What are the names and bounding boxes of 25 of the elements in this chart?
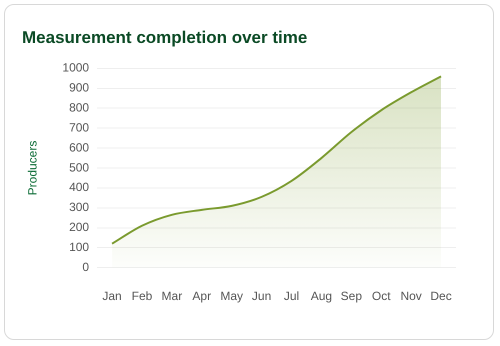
y-tick-label: 1000	[62, 60, 90, 75]
y-axis-title: Producers	[26, 140, 40, 196]
x-tick-label: Jun	[252, 289, 272, 304]
x-tick-label: Oct	[372, 289, 392, 304]
x-tick-label: Dec	[430, 289, 452, 304]
y-tick-label: 600	[69, 140, 90, 154]
y-tick-label: 0	[82, 260, 90, 274]
chart-title: Measurement completion over time	[22, 28, 308, 47]
x-tick-label: Sep	[340, 289, 362, 304]
x-tick-label: Apr	[192, 289, 212, 304]
y-tick-label: 700	[69, 120, 90, 134]
x-tick-label: Feb	[132, 289, 153, 304]
y-tick-label: 300	[69, 200, 90, 214]
x-tick-label: Jul	[284, 289, 300, 304]
x-tick-label: May	[220, 289, 244, 304]
x-tick-label: Nov	[400, 289, 422, 304]
y-tick-label: 500	[69, 160, 90, 174]
y-tick-label: 900	[69, 80, 90, 95]
y-tick-label: 200	[69, 220, 90, 234]
y-tick-label: 800	[69, 100, 90, 115]
y-tick-label: 100	[69, 240, 90, 254]
y-tick-label: 400	[69, 180, 90, 194]
x-tick-label: Mar	[162, 289, 182, 304]
x-tick-label: Jan	[102, 289, 122, 304]
x-tick-label: Aug	[310, 289, 332, 304]
